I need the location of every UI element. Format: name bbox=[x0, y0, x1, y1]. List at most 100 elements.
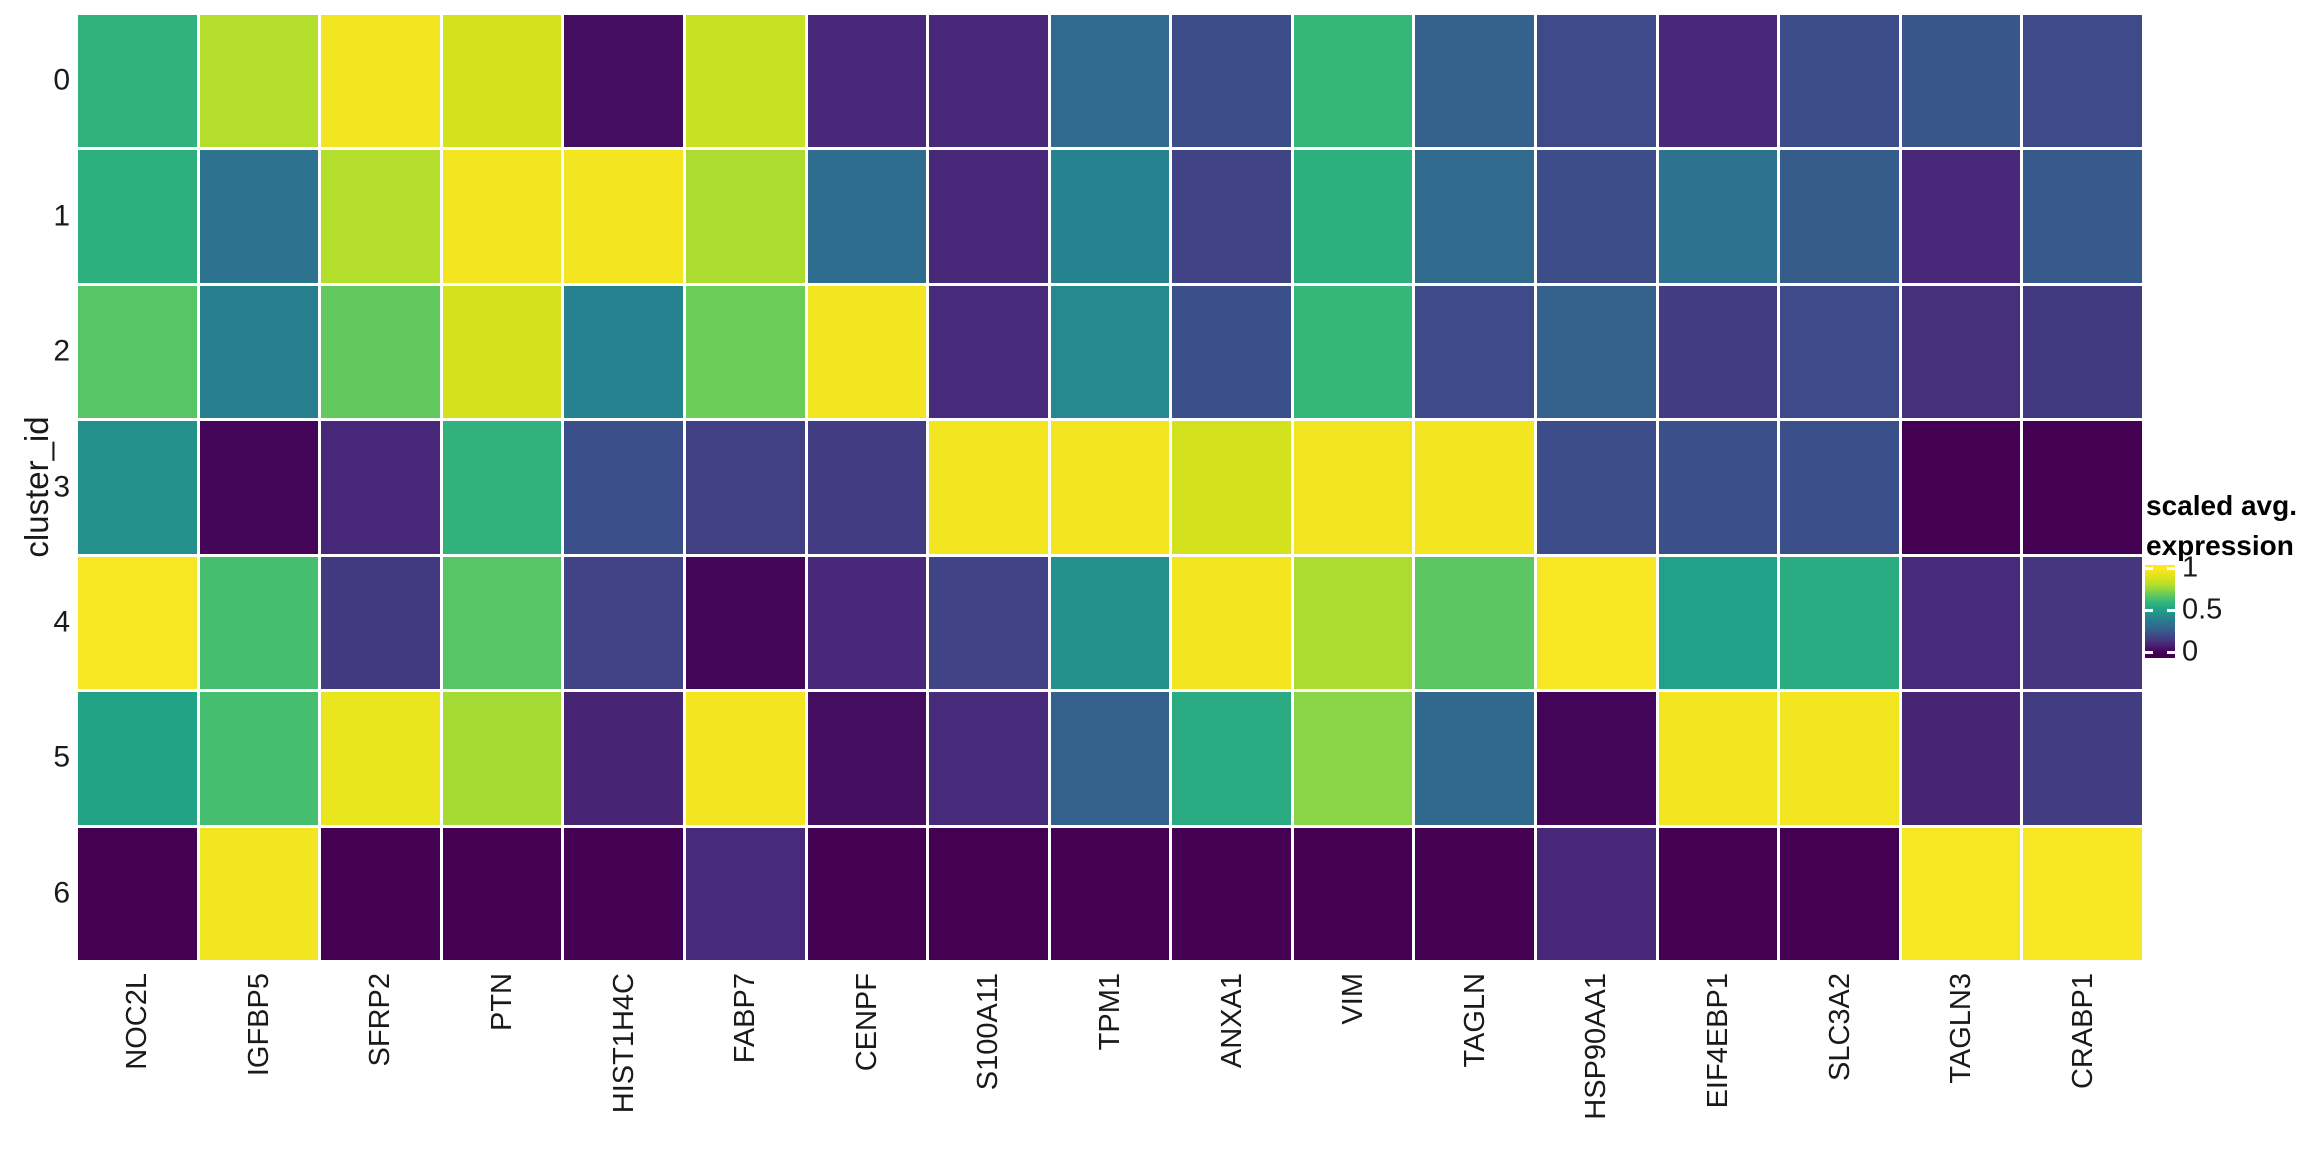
heatmap-cell bbox=[1172, 421, 1291, 554]
heatmap-cell bbox=[2023, 692, 2142, 825]
heatmap-cell bbox=[442, 692, 562, 825]
y-tick-label: 3 bbox=[53, 469, 70, 503]
heatmap-cell bbox=[442, 421, 562, 554]
y-tick-label: 2 bbox=[53, 334, 70, 368]
heatmap-cell bbox=[807, 421, 927, 554]
heatmap-cell bbox=[1780, 556, 1899, 690]
heatmap-grid bbox=[78, 15, 2142, 960]
heatmap-cell bbox=[1901, 150, 2021, 283]
heatmap-cell bbox=[929, 692, 1048, 825]
heatmap-cell bbox=[1537, 827, 1656, 960]
legend-title-line1: scaled avg. bbox=[2146, 490, 2297, 521]
heatmap-cell bbox=[685, 556, 805, 690]
heatmap-cell bbox=[1415, 827, 1535, 960]
legend-tick-mark bbox=[2145, 650, 2153, 654]
heatmap-cell bbox=[321, 150, 440, 283]
x-tick-label: HIST1H4C bbox=[607, 973, 640, 1114]
x-tick-label: TAGLN bbox=[1458, 973, 1491, 1068]
heatmap-cell bbox=[1415, 285, 1535, 419]
x-tick-label: SFRP2 bbox=[364, 973, 397, 1067]
heatmap-cell bbox=[807, 15, 927, 148]
heatmap-cell bbox=[929, 556, 1048, 690]
heatmap-cell bbox=[1172, 285, 1291, 419]
heatmap-cell bbox=[564, 421, 683, 554]
y-tick-label: 1 bbox=[53, 199, 70, 233]
legend-tick-label: 1 bbox=[2182, 551, 2199, 584]
heatmap-cell bbox=[78, 421, 197, 554]
heatmap-cell bbox=[1901, 692, 2021, 825]
heatmap-cell bbox=[442, 556, 562, 690]
heatmap-cell bbox=[78, 150, 197, 283]
heatmap-cell bbox=[1537, 556, 1656, 690]
heatmap-cell bbox=[321, 692, 440, 825]
heatmap-cell bbox=[78, 15, 197, 148]
x-tick-label: CENPF bbox=[850, 973, 883, 1072]
y-tick-label: 0 bbox=[53, 63, 70, 97]
heatmap-cell bbox=[1415, 556, 1535, 690]
x-tick-label: TAGLN3 bbox=[1945, 973, 1978, 1084]
heatmap-cell bbox=[929, 150, 1048, 283]
heatmap-cell bbox=[1050, 150, 1170, 283]
legend-tick-mark bbox=[2167, 566, 2175, 570]
heatmap-cell bbox=[321, 556, 440, 690]
heatmap-cell bbox=[321, 15, 440, 148]
heatmap-cell bbox=[1172, 15, 1291, 148]
heatmap-cell bbox=[1658, 556, 1778, 690]
heatmap-cell bbox=[1780, 692, 1899, 825]
heatmap-cell bbox=[1293, 556, 1413, 690]
legend-tick-mark bbox=[2145, 566, 2153, 570]
heatmap-cell bbox=[685, 150, 805, 283]
heatmap-cell bbox=[1780, 421, 1899, 554]
heatmap-cell bbox=[1415, 150, 1535, 283]
x-tick-label: FABP7 bbox=[729, 973, 762, 1064]
heatmap-cell bbox=[199, 827, 319, 960]
x-tick-label: PTN bbox=[486, 973, 519, 1031]
heatmap-cell bbox=[1901, 285, 2021, 419]
heatmap-cell bbox=[442, 150, 562, 283]
heatmap-cell bbox=[199, 15, 319, 148]
heatmap-cell bbox=[1050, 285, 1170, 419]
legend-tick-label: 0 bbox=[2182, 635, 2199, 668]
heatmap-cell bbox=[564, 285, 683, 419]
x-tick-label: SLC3A2 bbox=[1823, 973, 1856, 1082]
y-tick-label: 6 bbox=[53, 876, 70, 910]
heatmap-cell bbox=[1901, 556, 2021, 690]
heatmap-cell bbox=[564, 692, 683, 825]
heatmap-cell bbox=[78, 827, 197, 960]
heatmap-cell bbox=[1293, 827, 1413, 960]
legend-tick-label: 0.5 bbox=[2182, 593, 2223, 626]
heatmap-cell bbox=[2023, 556, 2142, 690]
heatmap-cell bbox=[929, 421, 1048, 554]
heatmap-cell bbox=[807, 827, 927, 960]
heatmap-cell bbox=[807, 150, 927, 283]
heatmap-cell bbox=[199, 692, 319, 825]
heatmap-cell bbox=[1537, 150, 1656, 283]
x-tick-label: EIF4EBP1 bbox=[1701, 973, 1734, 1109]
x-tick-label: HSP90AA1 bbox=[1580, 973, 1613, 1120]
heatmap-cell bbox=[807, 556, 927, 690]
heatmap-cell bbox=[199, 421, 319, 554]
heatmap-cell bbox=[2023, 150, 2142, 283]
heatmap-cell bbox=[78, 285, 197, 419]
heatmap-cell bbox=[321, 421, 440, 554]
heatmap-cell bbox=[1537, 285, 1656, 419]
y-tick-label: 5 bbox=[53, 740, 70, 774]
heatmap-cell bbox=[78, 692, 197, 825]
x-tick-label: VIM bbox=[1337, 973, 1370, 1025]
heatmap-cell bbox=[199, 285, 319, 419]
heatmap-cell bbox=[2023, 285, 2142, 419]
heatmap-cell bbox=[1172, 692, 1291, 825]
heatmap-cell bbox=[1537, 692, 1656, 825]
heatmap-cell bbox=[442, 285, 562, 419]
x-tick-label: S100A11 bbox=[972, 973, 1005, 1091]
heatmap-cell bbox=[1293, 692, 1413, 825]
heatmap-cell bbox=[78, 556, 197, 690]
heatmap-cell bbox=[1293, 421, 1413, 554]
heatmap-cell bbox=[1658, 692, 1778, 825]
y-tick-label: 4 bbox=[53, 605, 70, 639]
legend-tick-mark bbox=[2167, 650, 2175, 654]
heatmap-cell bbox=[564, 827, 683, 960]
heatmap-cell bbox=[685, 827, 805, 960]
heatmap-cell bbox=[2023, 827, 2142, 960]
legend-tick-mark bbox=[2145, 608, 2153, 612]
